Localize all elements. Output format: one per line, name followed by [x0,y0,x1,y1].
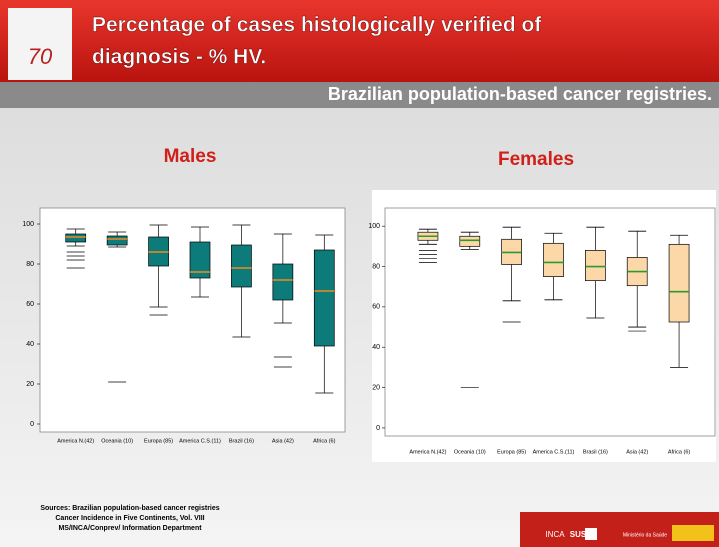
y-tick-label: 60 [372,304,380,311]
y-tick-label: 20 [26,381,34,388]
x-tick-label: Brazil (16) [229,438,254,444]
footer-label: Ministério da Saúde [623,532,667,538]
x-tick-label: America N.(42) [409,449,446,455]
box [231,244,252,288]
source-line: Sources: Brazilian population-based canc… [40,505,219,512]
footer-label: SUS [570,530,587,539]
logo [8,8,72,80]
y-tick-label: 0 [376,425,380,432]
title-line: Percentage of cases histologically verif… [92,14,542,37]
source-line: MS/INCA/Conprev/ Information Department [58,525,202,532]
y-tick-label: 60 [26,301,34,308]
logo-mark: 70 [28,44,53,69]
title-line: diagnosis - % HV. [92,46,266,69]
x-tick-label: America C.S.(11) [179,438,221,444]
y-tick-label: 100 [22,221,34,228]
x-tick-label: Europa (85) [144,438,173,444]
y-tick-label: 0 [30,421,34,428]
subtitle-band [0,82,719,108]
footer-flag [672,525,714,541]
box [585,250,606,281]
chart-title: Males [164,146,217,167]
x-tick-label: Europa (85) [497,449,526,455]
box [65,233,87,243]
plot-frame [384,207,716,437]
x-tick-label: Asia (42) [626,449,648,455]
box [313,249,335,347]
box [272,263,294,301]
y-tick-label: 100 [368,223,380,230]
source-line: Cancer Incidence in Five Continents, Vol… [55,515,204,522]
y-tick-label: 80 [26,261,34,268]
chart-title: Females [498,149,574,170]
x-tick-label: America C.S.(11) [533,449,575,455]
y-tick-label: 40 [372,344,380,351]
box [106,235,128,246]
subtitle: Brazilian population-based cancer regist… [328,84,712,104]
y-tick-label: 20 [372,384,380,391]
x-tick-label: Africa (6) [668,449,690,455]
x-tick-label: Oceania (10) [454,449,486,455]
y-tick-label: 40 [26,341,34,348]
box [543,242,564,277]
x-tick-label: Oceania (10) [101,438,133,444]
box [668,243,690,323]
y-tick-label: 80 [372,263,380,270]
x-tick-label: Africa (6) [313,438,335,444]
x-tick-label: Asia (42) [272,438,294,444]
x-tick-label: Brasil (16) [583,449,608,455]
header-band [0,0,719,84]
footer-cross [585,528,597,540]
x-tick-label: America N.(42) [57,438,94,444]
box [189,241,211,279]
footer-label: INCA [545,530,565,539]
box [459,235,481,247]
